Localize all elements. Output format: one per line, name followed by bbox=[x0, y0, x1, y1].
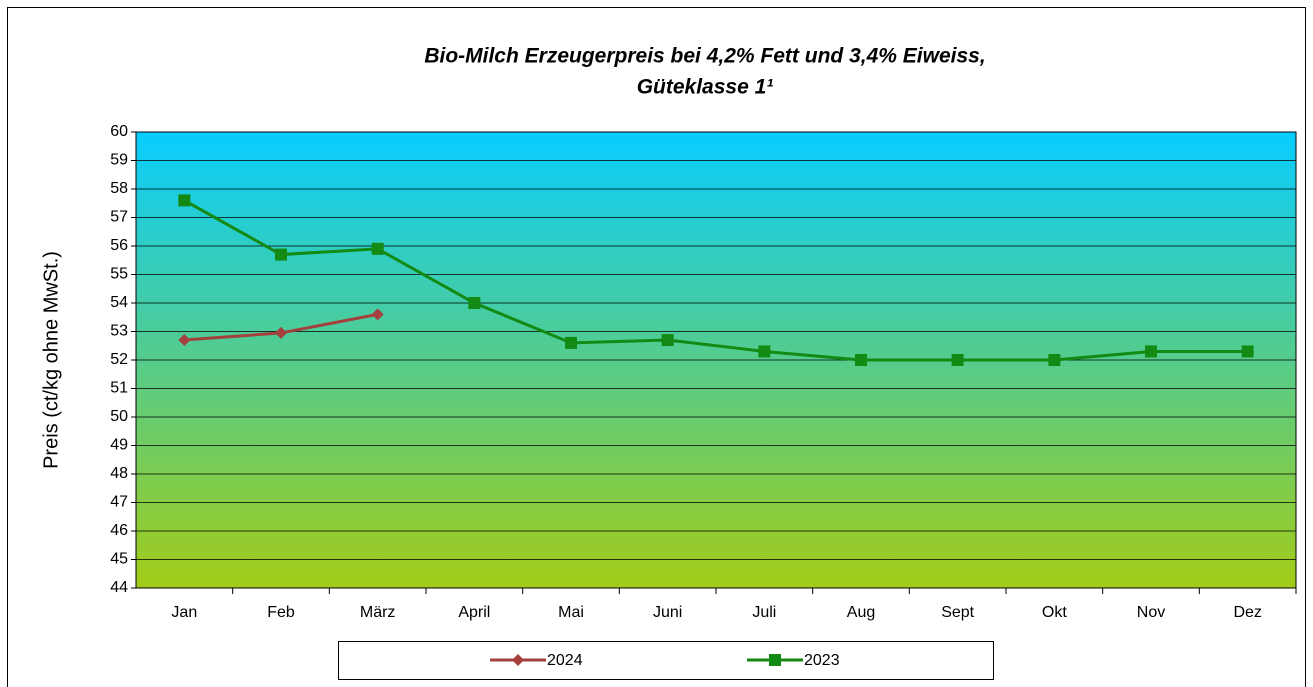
y-tick-label: 59 bbox=[110, 152, 128, 169]
y-tick-label: 49 bbox=[110, 437, 128, 454]
marker bbox=[468, 297, 481, 309]
x-tick-label: Juli bbox=[752, 604, 776, 621]
y-tick-label: 48 bbox=[110, 465, 128, 482]
x-tick-label: Sept bbox=[941, 604, 974, 621]
y-tick-label: 54 bbox=[110, 294, 128, 311]
y-tick-label: 50 bbox=[110, 408, 128, 425]
marker bbox=[1048, 354, 1061, 366]
marker bbox=[275, 326, 287, 339]
marker bbox=[951, 354, 964, 366]
y-axis-label: Preis (ct/kg ohne MwSt.) bbox=[40, 251, 62, 469]
marker bbox=[1241, 345, 1254, 358]
x-tick-label: April bbox=[458, 604, 490, 621]
legend-label: 2024 bbox=[547, 652, 583, 669]
x-tick-label: Dez bbox=[1233, 604, 1261, 621]
marker bbox=[758, 345, 771, 358]
marker bbox=[275, 248, 287, 261]
y-tick-label: 44 bbox=[110, 579, 128, 596]
marker bbox=[1145, 345, 1157, 358]
y-tick-label: 56 bbox=[110, 237, 128, 254]
x-tick-label: März bbox=[360, 604, 396, 621]
x-tick-label: Aug bbox=[847, 604, 875, 621]
marker bbox=[512, 654, 524, 666]
x-tick-label: Juni bbox=[653, 604, 682, 621]
chart-title: Bio-Milch Erzeugerpreis bei 4,2% Fett un… bbox=[424, 45, 985, 68]
y-tick-label: 57 bbox=[110, 209, 128, 226]
marker bbox=[371, 308, 384, 321]
marker bbox=[769, 654, 781, 666]
y-tick-label: 47 bbox=[110, 494, 128, 511]
x-tick-label: Nov bbox=[1137, 604, 1165, 621]
y-tick-label: 53 bbox=[110, 323, 128, 340]
x-tick-label: Mai bbox=[558, 604, 584, 621]
marker bbox=[371, 242, 384, 255]
x-tick-label: Jan bbox=[171, 604, 197, 621]
marker bbox=[178, 334, 191, 347]
y-tick-label: 46 bbox=[110, 522, 128, 539]
legend bbox=[338, 641, 994, 680]
marker bbox=[661, 334, 674, 347]
marker bbox=[855, 354, 867, 366]
y-tick-label: 51 bbox=[110, 380, 128, 397]
y-tick-label: 52 bbox=[110, 351, 128, 368]
y-tick-label: 45 bbox=[110, 551, 128, 568]
y-tick-label: 58 bbox=[110, 180, 128, 197]
legend-label: 2023 bbox=[804, 652, 840, 669]
x-tick-label: Feb bbox=[267, 604, 295, 621]
marker bbox=[178, 194, 191, 207]
marker bbox=[565, 336, 577, 349]
y-tick-label: 60 bbox=[110, 123, 128, 140]
x-tick-label: Okt bbox=[1042, 604, 1067, 621]
y-tick-label: 55 bbox=[110, 266, 128, 283]
chart-title: Güteklasse 1¹ bbox=[637, 76, 774, 99]
series-line bbox=[183, 199, 1248, 362]
